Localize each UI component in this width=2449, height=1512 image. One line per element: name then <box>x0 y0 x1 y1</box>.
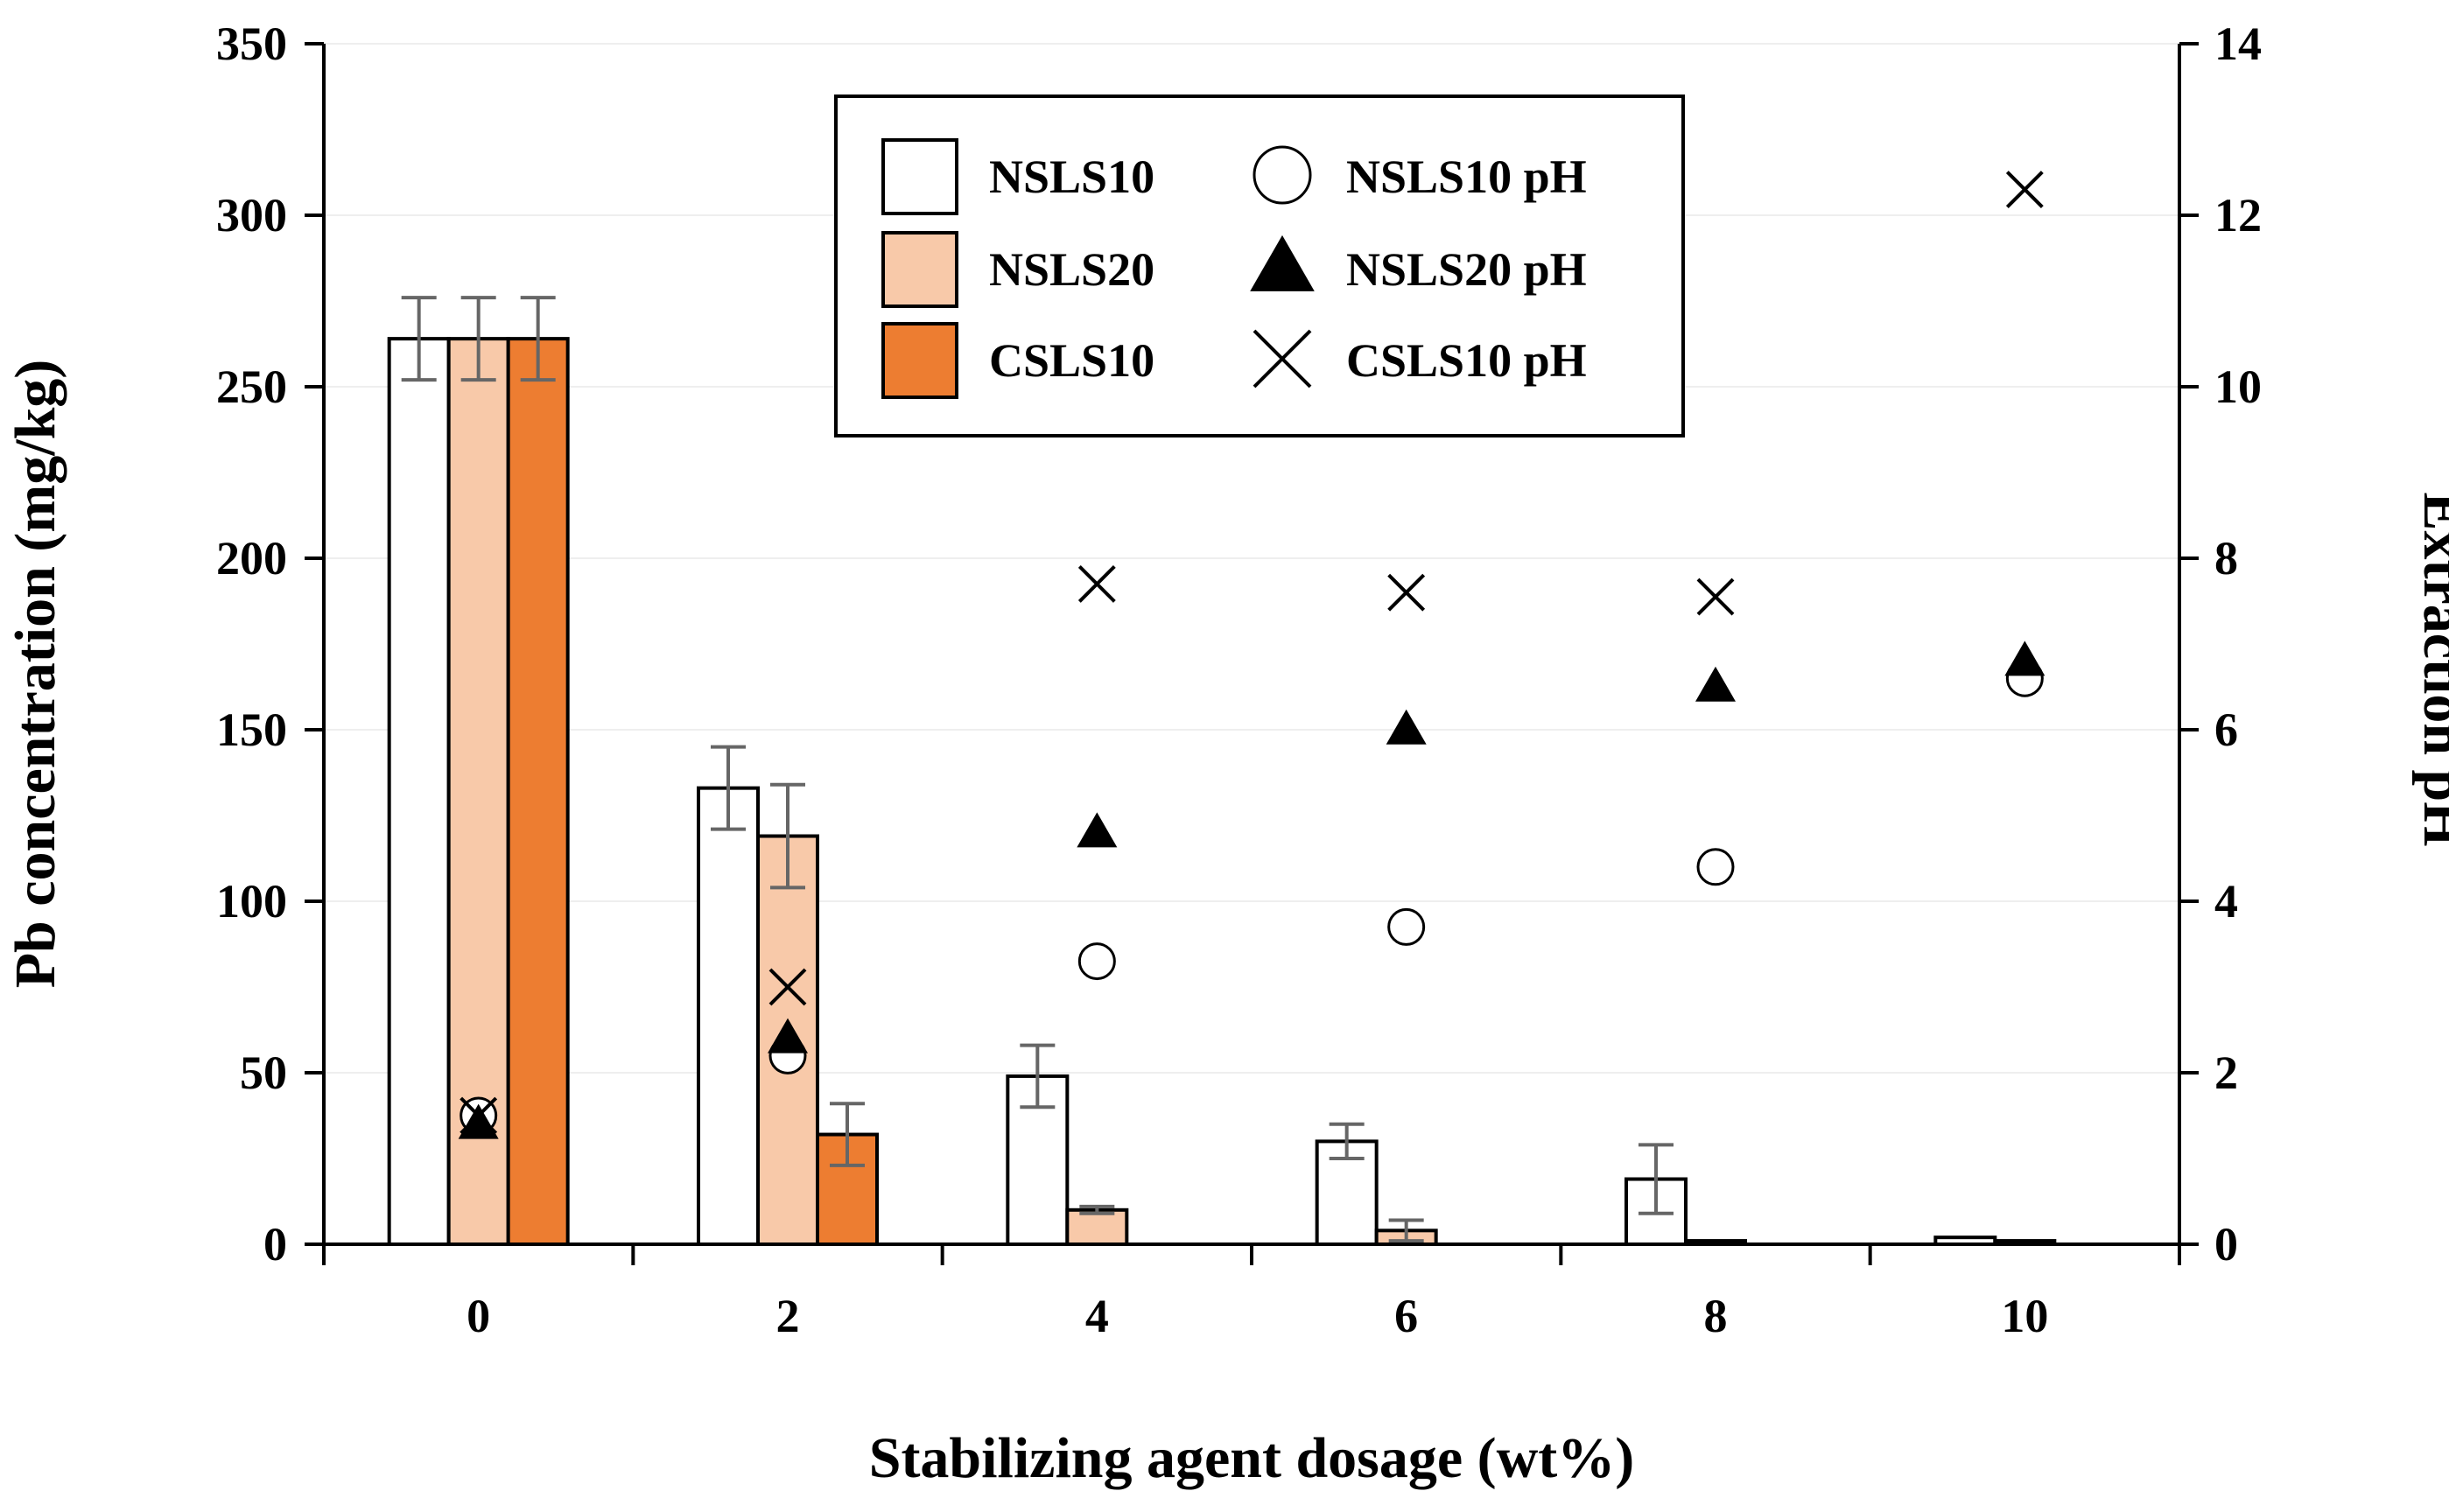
x-axis-title: Stabilizing agent dosage (wt%) <box>869 1426 1635 1490</box>
y2-tick-label: 12 <box>2214 189 2262 242</box>
y2-tick-label: 10 <box>2214 360 2262 413</box>
y2-tick-label: 6 <box>2214 704 2238 756</box>
legend-marker-csls10-ph <box>1253 329 1312 388</box>
marker-csls10-ph <box>1387 573 1426 612</box>
bar-nsls20 <box>446 337 510 1246</box>
y2-tick-label: 2 <box>2214 1046 2238 1099</box>
marker-csls10-ph <box>460 1096 498 1135</box>
y2-tick-label: 14 <box>2214 18 2262 70</box>
marker-csls10-ph <box>1696 578 1735 616</box>
error-bars <box>401 296 1674 1243</box>
legend-label: CSLS10 <box>989 334 1154 387</box>
tick-labels: 0 50 100 150 200 250 300 350 0 2 4 6 8 10 12 14 0 2 4 6 8 10 <box>216 18 2262 1342</box>
y2-tick-label: 8 <box>2214 532 2238 584</box>
x-stroke <box>2005 171 2044 209</box>
x-stroke <box>768 968 807 1006</box>
marker-nsls10-ph <box>1696 848 1735 886</box>
marker-nsls20-ph <box>768 1018 808 1054</box>
legend-label: CSLS10 pH <box>1346 334 1587 387</box>
marker-csls10-ph <box>1077 564 1116 603</box>
x-tick-label: 6 <box>1394 1290 1418 1342</box>
y-tick-label: 150 <box>216 704 287 756</box>
x-stroke <box>1077 564 1116 603</box>
y2-tick-label: 4 <box>2214 875 2238 928</box>
y2-axis-title: Extraction pH <box>2411 492 2449 846</box>
legend-label: NSLS20 <box>989 243 1154 296</box>
y2-tick-label: 0 <box>2214 1218 2238 1270</box>
marker-nsls20-ph <box>2004 640 2046 676</box>
legend-swatch-nsls20 <box>881 231 958 308</box>
y-tick-label: 250 <box>216 360 287 413</box>
x-tick-label: 2 <box>776 1290 800 1342</box>
bar-csls10 <box>506 337 570 1246</box>
marker-nsls10-ph <box>1077 942 1116 981</box>
bars <box>387 337 2057 1247</box>
x-tick-label: 10 <box>2001 1290 2048 1342</box>
y-tick-label: 50 <box>240 1046 287 1099</box>
y-tick-label: 0 <box>263 1218 287 1270</box>
y-tick-label: 100 <box>216 875 287 928</box>
marker-nsls20-ph <box>1695 666 1736 702</box>
legend-marker-nsls20-ph <box>1250 234 1315 291</box>
legend-label: NSLS10 <box>989 150 1154 203</box>
marker-nsls20-ph <box>1077 812 1118 848</box>
legend: NSLS10 NSLS20 CSLS10 NSLS10 pH NSLS20 pH CSLS… <box>834 94 1685 438</box>
y-tick-label: 350 <box>216 18 287 70</box>
x-tick-label: 4 <box>1085 1290 1109 1342</box>
bar-nsls10 <box>387 337 451 1246</box>
legend-label: NSLS10 pH <box>1346 150 1587 203</box>
legend-label: NSLS20 pH <box>1346 243 1587 296</box>
bar-nsls10 <box>697 786 760 1246</box>
legend-marker-nsls10-ph <box>1253 145 1312 205</box>
ph-markers <box>458 171 2046 1139</box>
axes <box>305 42 2199 1265</box>
marker-nsls20-ph <box>1386 709 1427 745</box>
x-stroke <box>460 1096 498 1135</box>
x-tick-label: 8 <box>1704 1290 1728 1342</box>
marker-nsls20-ph <box>458 1103 499 1139</box>
x-tick-label: 0 <box>467 1290 490 1342</box>
legend-swatch-csls10 <box>881 322 958 399</box>
y-tick-label: 200 <box>216 532 287 584</box>
marker-csls10-ph <box>2005 171 2044 209</box>
x-stroke <box>1387 573 1426 612</box>
marker-csls10-ph <box>768 968 807 1006</box>
x-stroke <box>1696 578 1735 616</box>
marker-nsls10-ph <box>1387 907 1426 946</box>
y-tick-label: 300 <box>216 189 287 242</box>
bar-nsls20 <box>1065 1208 1129 1247</box>
y-axis-title: Pb concentration (mg/kg) <box>4 360 67 989</box>
x-stroke <box>1253 329 1312 388</box>
legend-swatch-nsls10 <box>881 138 958 215</box>
